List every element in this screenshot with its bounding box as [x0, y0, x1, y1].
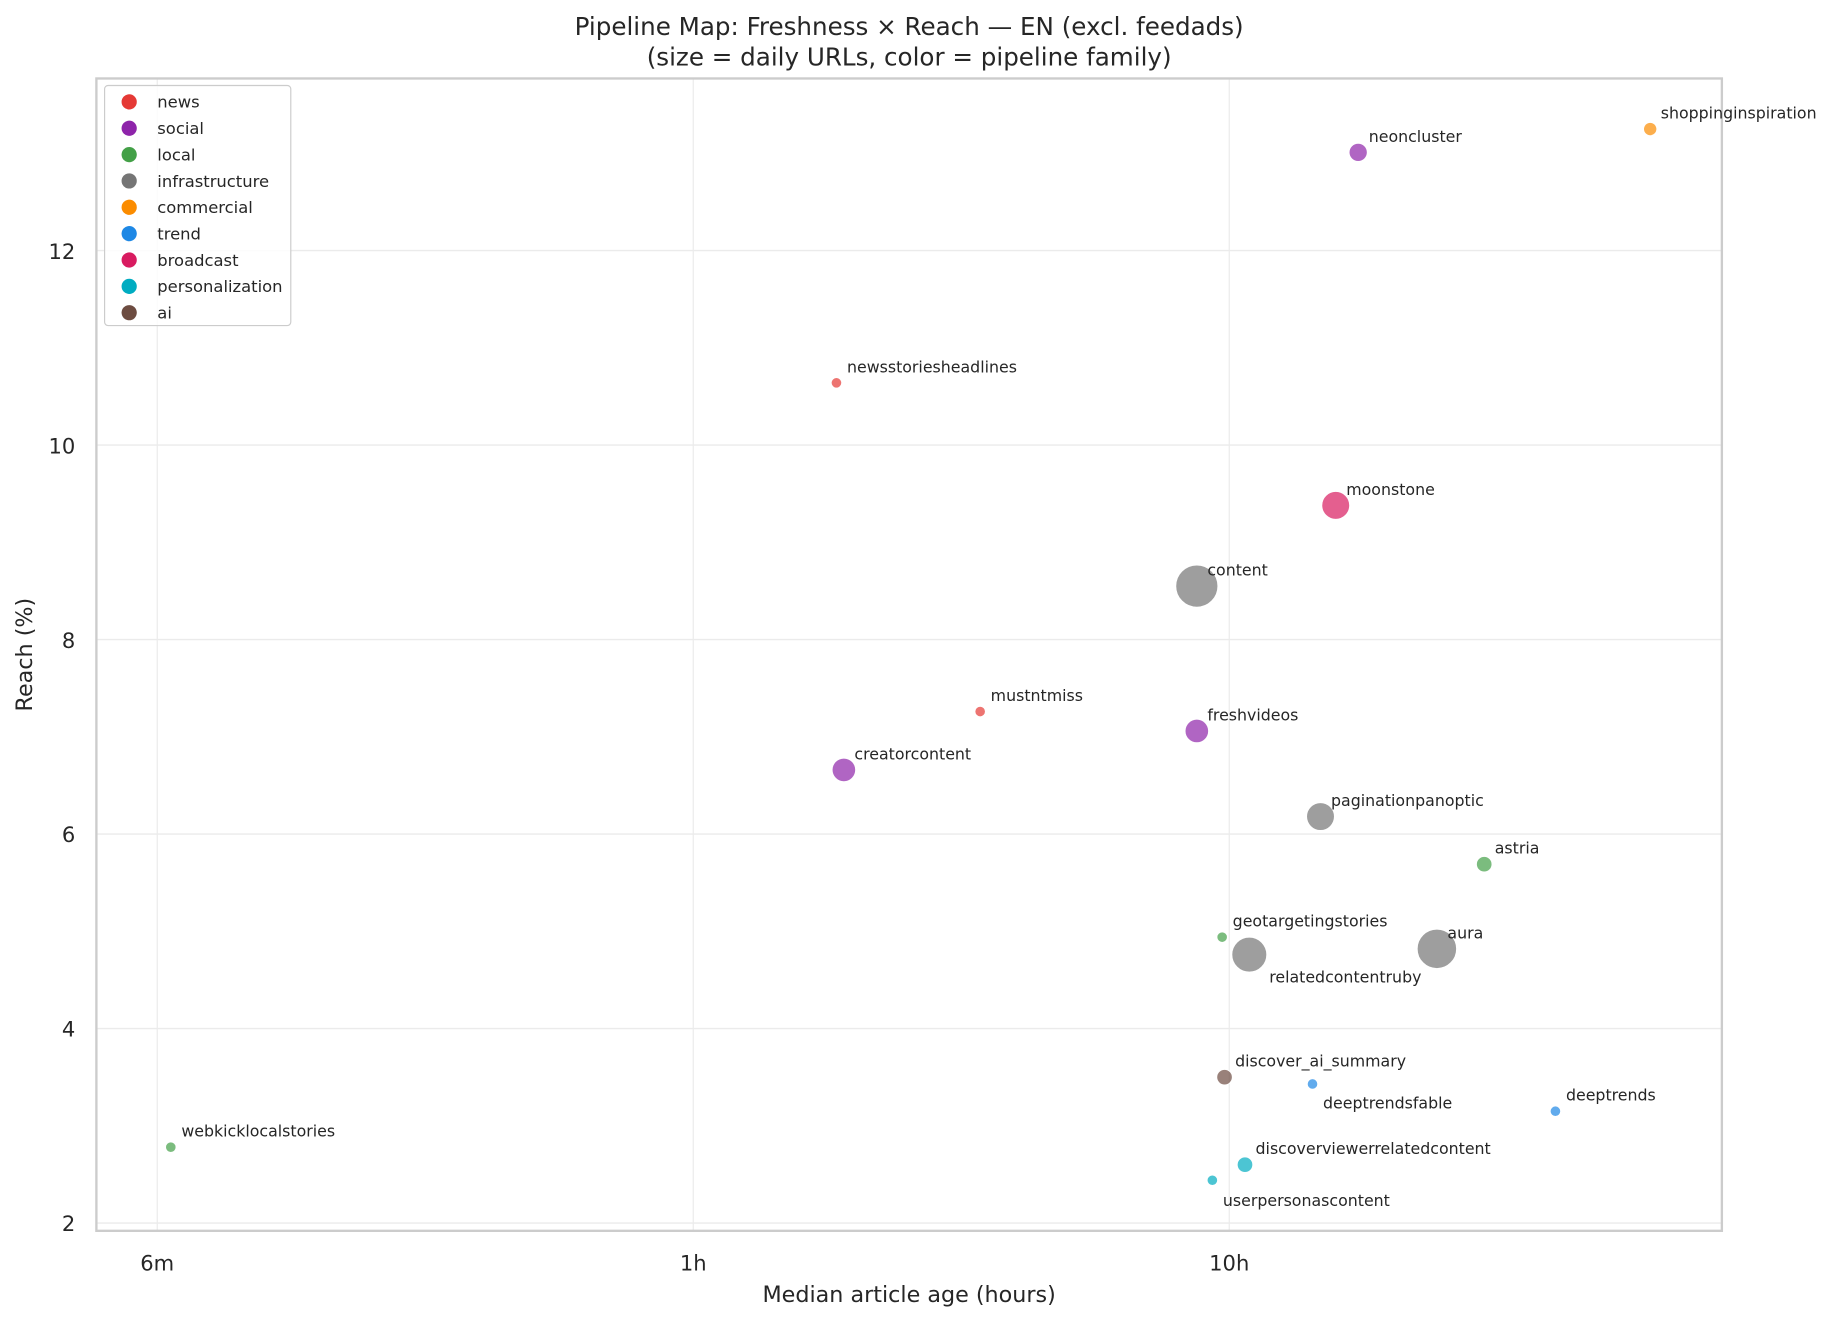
point-label: deeptrendsfable	[1323, 1094, 1452, 1113]
point-label: astria	[1495, 839, 1540, 858]
data-point	[1643, 121, 1658, 137]
legend-marker	[121, 199, 137, 215]
axis-ticks: 6m 1h 10h 2 4 6 8 10 12	[48, 239, 1249, 1276]
data-point	[1321, 490, 1351, 520]
point-label: content	[1207, 561, 1267, 580]
data-point	[830, 377, 843, 389]
grid	[96, 78, 1722, 1231]
data-point	[1306, 802, 1335, 831]
y-tick-label: 6	[62, 822, 75, 847]
data-point	[1216, 1068, 1233, 1086]
point-label: moonstone	[1346, 480, 1435, 499]
x-tick-label: 10h	[1209, 1251, 1249, 1276]
data-point	[1306, 1078, 1319, 1090]
legend: news social local infrastructure commercial t…	[104, 84, 292, 327]
legend-marker	[121, 146, 137, 163]
data-point	[1175, 564, 1219, 608]
legend-entry: commercial	[157, 198, 253, 217]
legend-entry: social	[157, 119, 204, 138]
data-point	[1475, 855, 1493, 873]
point-label: shoppinginspiration	[1661, 103, 1817, 122]
point-label: creatorcontent	[854, 744, 971, 763]
point-label: freshvideos	[1207, 705, 1298, 724]
legend-entry: infrastructure	[157, 172, 269, 191]
legend-marker	[121, 173, 137, 189]
legend-marker	[121, 305, 137, 321]
point-label: discover_ai_summary	[1235, 1052, 1406, 1072]
data-point	[1184, 718, 1210, 744]
x-tick-label: 1h	[680, 1251, 707, 1276]
y-tick-label: 12	[48, 239, 75, 264]
y-axis-label: Reach (%)	[12, 598, 38, 712]
point-label: geotargetingstories	[1233, 912, 1388, 931]
y-tick-label: 4	[62, 1017, 75, 1042]
data-point	[974, 705, 986, 718]
point-label: userpersonascontent	[1223, 1191, 1390, 1210]
point-label: webkicklocalstories	[181, 1122, 335, 1141]
data-point	[1549, 1105, 1562, 1117]
legend-entry: ai	[157, 304, 172, 323]
data-point	[831, 757, 857, 783]
y-tick-label: 10	[48, 433, 75, 458]
legend-marker	[121, 252, 137, 268]
data-point	[1236, 1156, 1254, 1173]
legend-entry: trend	[157, 224, 201, 243]
data-point	[1416, 928, 1458, 969]
x-axis-label: Median article age (hours)	[762, 1282, 1055, 1308]
data-point	[1216, 931, 1228, 943]
point-label: paginationpanoptic	[1331, 791, 1484, 810]
y-tick-label: 8	[62, 628, 75, 653]
data-point	[1348, 142, 1368, 162]
point-label: relatedcontentruby	[1269, 968, 1421, 987]
chart-title: Pipeline Map: Freshness × Reach — EN (ex…	[575, 12, 1244, 41]
y-tick-label: 2	[62, 1211, 75, 1236]
legend-marker	[121, 278, 137, 294]
legend-entry: personalization	[157, 277, 282, 296]
point-label: neoncluster	[1369, 127, 1463, 146]
point-label: discoverviewerrelatedcontent	[1256, 1139, 1491, 1158]
legend-marker	[121, 120, 137, 136]
point-label: aura	[1447, 923, 1483, 942]
data-point	[165, 1141, 177, 1153]
point-label: deeptrends	[1566, 1086, 1656, 1105]
point-label: newsstoriesheadlines	[847, 357, 1017, 376]
legend-marker	[121, 226, 137, 242]
data-point	[1231, 936, 1268, 973]
chart-subtitle: (size = daily URLs, color = pipeline fam…	[647, 43, 1172, 72]
point-label: mustntmiss	[991, 686, 1083, 705]
legend-box	[104, 84, 292, 327]
legend-entry: news	[157, 93, 199, 112]
plot-frame	[95, 77, 1724, 1232]
legend-marker	[121, 94, 137, 110]
legend-entry: local	[157, 145, 195, 164]
legend-entry: broadcast	[157, 251, 239, 270]
data-point	[1206, 1174, 1219, 1186]
x-tick-label: 6m	[140, 1251, 174, 1276]
points: newsstoriesheadlines mustntmiss creatorcon…	[165, 103, 1817, 1210]
